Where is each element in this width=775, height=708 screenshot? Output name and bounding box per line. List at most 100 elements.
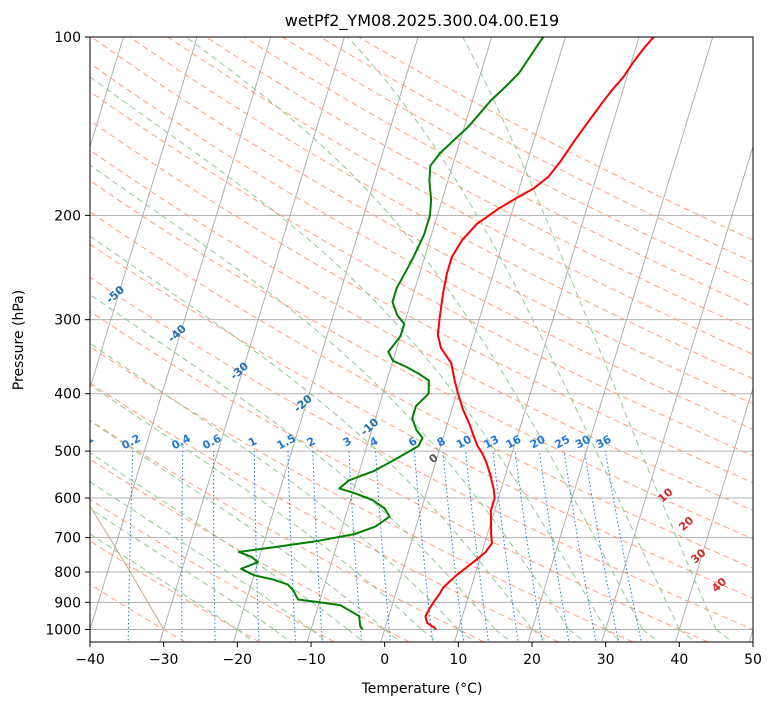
mixing-ratio-label: 8	[435, 434, 448, 449]
mixing-ratio-label: 4	[367, 434, 380, 449]
mixing-ratio-label: 0.2	[119, 432, 142, 453]
x-tick-label: −30	[149, 652, 179, 668]
dry-adiabat	[90, 382, 559, 642]
x-tick-label: 40	[670, 652, 688, 668]
dry-adiabat	[90, 149, 753, 512]
moist-adiabat-label: 10	[655, 485, 675, 505]
moist-adiabat-label: 30	[688, 546, 708, 566]
mixing-ratio-line	[375, 451, 391, 642]
isotherm-label: -50	[104, 283, 128, 306]
isotherm-line	[454, 37, 640, 642]
mixing-ratio-line	[312, 451, 323, 642]
mixing-ratio-label: 30	[573, 433, 593, 452]
mixing-ratio-label: 2	[305, 434, 318, 449]
mixing-ratio-line	[181, 451, 184, 642]
dry-adiabat	[205, 37, 753, 331]
dry-adiabat	[90, 91, 753, 457]
moist-adiabat-lower	[568, 629, 587, 642]
mixing-ratio-line	[253, 451, 260, 642]
dry-adiabat	[90, 419, 485, 642]
mixing-ratio-label: 10	[454, 433, 474, 452]
moist-adiabat	[90, 342, 459, 630]
moist-adiabat-lower	[531, 629, 550, 642]
isotherm-line	[90, 37, 124, 149]
moist-adiabat	[347, 37, 680, 630]
mixing-ratio-label: 1.5	[275, 432, 298, 453]
theta-e-line	[90, 505, 165, 630]
mixing-ratio-line	[563, 451, 597, 642]
isotherm-line	[675, 386, 753, 642]
isotherm-line	[527, 37, 714, 642]
y-tick-label: 900	[54, 595, 81, 611]
mixing-ratio-line	[514, 451, 544, 642]
isotherm-line	[380, 37, 566, 642]
dry-adiabat	[90, 211, 753, 569]
moist-adiabat	[90, 533, 238, 630]
dry-adiabat	[91, 37, 753, 405]
y-tick-label: 100	[54, 30, 81, 46]
moist-adiabat	[90, 507, 275, 630]
dry-adiabat	[90, 583, 186, 642]
moist-adiabat	[185, 37, 643, 630]
isotherm-label: -70	[0, 174, 13, 197]
chart-title: wetPf2_YM08.2025.300.04.00.E19	[285, 11, 559, 31]
moist-adiabat	[90, 76, 607, 630]
moist-adiabat-lower	[457, 629, 476, 642]
moist-adiabat-lower	[347, 629, 366, 642]
moist-adiabat	[90, 164, 570, 630]
plot-frame	[89, 36, 754, 643]
x-tick-label: 20	[523, 652, 541, 668]
moist-adiabat-lower	[236, 629, 255, 642]
x-tick-label: 30	[597, 652, 615, 668]
moist-adiabat-lower	[715, 629, 734, 642]
x-tick-label: −10	[296, 652, 326, 668]
dry-adiabat	[90, 498, 335, 642]
isotherm-label: 0	[426, 451, 441, 466]
isotherm-line	[233, 37, 419, 642]
moist-adiabat-lower	[421, 629, 439, 642]
moist-adiabat-lower	[273, 629, 292, 642]
dry-adiabat	[90, 180, 753, 540]
dry-adiabat	[282, 37, 753, 285]
mixing-ratio-label: 0.1	[73, 432, 96, 453]
profiles	[237, 37, 655, 631]
moist-adiabat	[90, 235, 533, 630]
isotherm-line	[601, 144, 753, 642]
dry-adiabat	[129, 37, 753, 380]
mixing-ratio-label: 3	[341, 434, 354, 449]
mixing-ratio-label: 0.6	[200, 432, 224, 453]
mixing-ratio-label: 0.4	[169, 432, 193, 453]
moist-adiabat-lower	[605, 629, 623, 642]
moist-adiabat	[90, 452, 349, 630]
x-axis-label: Temperature (°C)	[361, 681, 483, 697]
mixing-ratio-line	[584, 451, 620, 642]
line-labels: 0.10.20.40.611.52346810131620253036-100-…	[0, 174, 730, 595]
dry-adiabat	[167, 37, 753, 355]
mixing-ratio-line	[442, 451, 465, 642]
y-axis-label: Pressure (hPa)	[11, 290, 27, 390]
mixing-ratio-label: 36	[594, 433, 614, 452]
isotherm-label: -30	[228, 359, 252, 382]
isotherm-label: -20	[291, 392, 315, 415]
y-tick-label: 700	[54, 531, 81, 547]
mixing-ratio-line	[604, 451, 642, 642]
dry-adiabat	[90, 310, 709, 642]
moist-adiabat	[90, 384, 422, 630]
mixing-ratio-line	[213, 451, 216, 642]
dry-adiabat	[320, 37, 753, 263]
x-tick-label: −40	[75, 652, 105, 668]
moist-adiabat-lower	[384, 629, 402, 642]
y-tick-label: 500	[54, 444, 81, 460]
mixing-ratio-line	[465, 451, 489, 642]
moist-adiabat	[90, 294, 496, 630]
mixing-ratio-line	[287, 451, 296, 642]
isotherm-label: -40	[165, 322, 189, 345]
mixing-ratio-label: 16	[504, 433, 524, 452]
temperature-profile	[424, 37, 655, 631]
moist-adiabat-lower	[310, 629, 329, 642]
y-tick-label: 1000	[45, 622, 81, 638]
moist-adiabat-lower	[642, 629, 660, 642]
plot-area: 0.10.20.40.611.52346810131620253036-100-…	[0, 37, 753, 642]
mixing-ratio-label: 25	[553, 433, 573, 452]
